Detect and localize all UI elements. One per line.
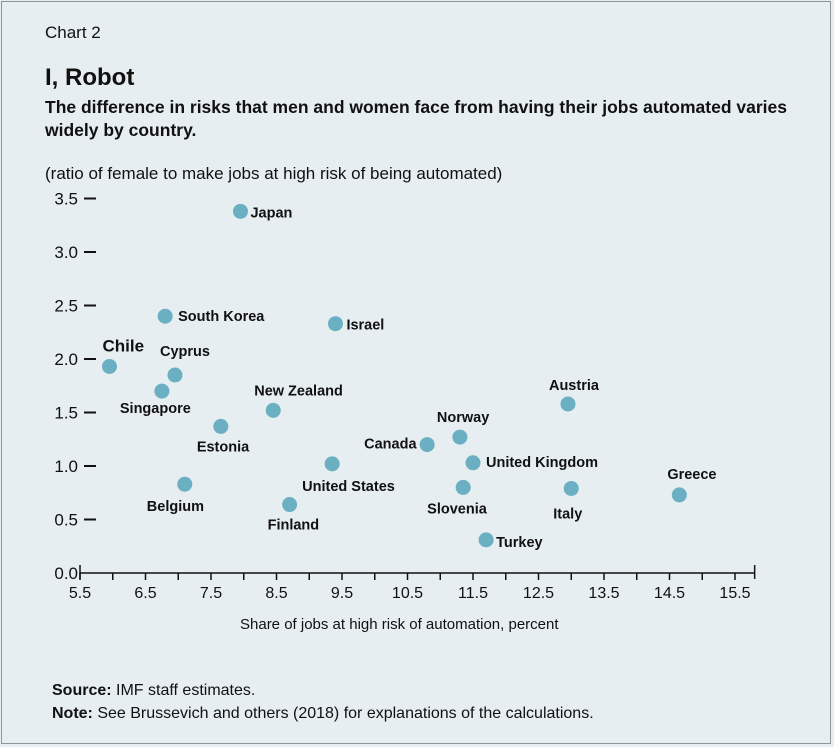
y-tick-label: 3.5 [54, 190, 78, 209]
point-norway [452, 429, 468, 445]
y-tick-label: 1.0 [54, 457, 78, 476]
point-label-turkey: Turkey [496, 535, 542, 551]
y-tick-label: 1.5 [54, 404, 78, 423]
point-estonia [213, 418, 229, 434]
point-cyprus [167, 367, 183, 383]
y-tick-label: 0.0 [54, 564, 78, 583]
point-greece [671, 487, 687, 503]
x-tick-label: 13.5 [588, 585, 619, 602]
y-tick-label: 2.5 [54, 297, 78, 316]
point-label-united-kingdom: United Kingdom [486, 455, 598, 471]
x-tick-label: 15.5 [719, 585, 750, 602]
point-united-states [324, 456, 340, 472]
point-israel [327, 316, 343, 332]
point-united-kingdom [465, 455, 481, 471]
point-label-japan: Japan [250, 205, 292, 221]
point-slovenia [455, 479, 471, 495]
point-belgium [177, 476, 193, 492]
y-tick-label: 3.0 [54, 243, 78, 262]
source-label: Source: [52, 682, 112, 699]
point-label-austria: Austria [549, 378, 600, 394]
x-tick-label: 7.5 [200, 585, 222, 602]
point-label-norway: Norway [437, 410, 489, 426]
note-label: Note: [52, 705, 93, 722]
x-tick-label: 14.5 [654, 585, 685, 602]
y-tick-label: 2.0 [54, 350, 78, 369]
x-tick-label: 8.5 [265, 585, 287, 602]
x-tick-label: 5.5 [69, 585, 91, 602]
point-label-belgium: Belgium [147, 499, 204, 515]
x-tick-label: 11.5 [458, 585, 488, 602]
y-axis-unit-note: (ratio of female to make jobs at high ri… [45, 164, 503, 183]
point-label-greece: Greece [667, 467, 716, 483]
point-label-south-korea: South Korea [178, 309, 265, 325]
point-label-italy: Italy [553, 506, 582, 522]
source-text: IMF staff estimates. [116, 682, 256, 699]
point-label-singapore: Singapore [120, 401, 191, 417]
y-tick-label: 0.5 [54, 511, 78, 530]
point-label-israel: Israel [346, 318, 384, 334]
point-label-cyprus: Cyprus [160, 344, 210, 360]
x-tick-label: 10.5 [392, 585, 423, 602]
point-label-chile: Chile [102, 336, 144, 355]
x-tick-label: 6.5 [134, 585, 156, 602]
point-label-finland: Finland [268, 518, 320, 534]
point-south-korea [157, 308, 173, 324]
note-text: See Brussevich and others (2018) for exp… [97, 705, 594, 722]
point-label-new-zealand: New Zealand [254, 383, 343, 399]
point-canada [419, 437, 435, 453]
x-tick-label: 12.5 [523, 585, 554, 602]
point-label-canada: Canada [364, 437, 417, 453]
footer-notes: Source: IMF staff estimates. Note: See B… [52, 679, 594, 725]
point-austria [560, 396, 576, 412]
point-label-united-states: United States [302, 479, 395, 495]
chart-title: I, Robot [45, 64, 135, 91]
point-turkey [478, 532, 494, 548]
point-japan [232, 203, 248, 219]
point-singapore [154, 383, 170, 399]
point-label-slovenia: Slovenia [427, 501, 488, 517]
x-tick-label: 9.5 [331, 585, 353, 602]
point-label-estonia: Estonia [197, 439, 250, 455]
point-chile [101, 358, 117, 374]
point-new-zealand [265, 402, 281, 418]
x-axis-label: Share of jobs at high risk of automation… [240, 616, 559, 633]
chart-number: Chart 2 [45, 23, 101, 42]
chart-subtitle: The difference in risks that men and wom… [45, 97, 787, 140]
point-italy [563, 480, 579, 496]
point-finland [282, 497, 298, 513]
